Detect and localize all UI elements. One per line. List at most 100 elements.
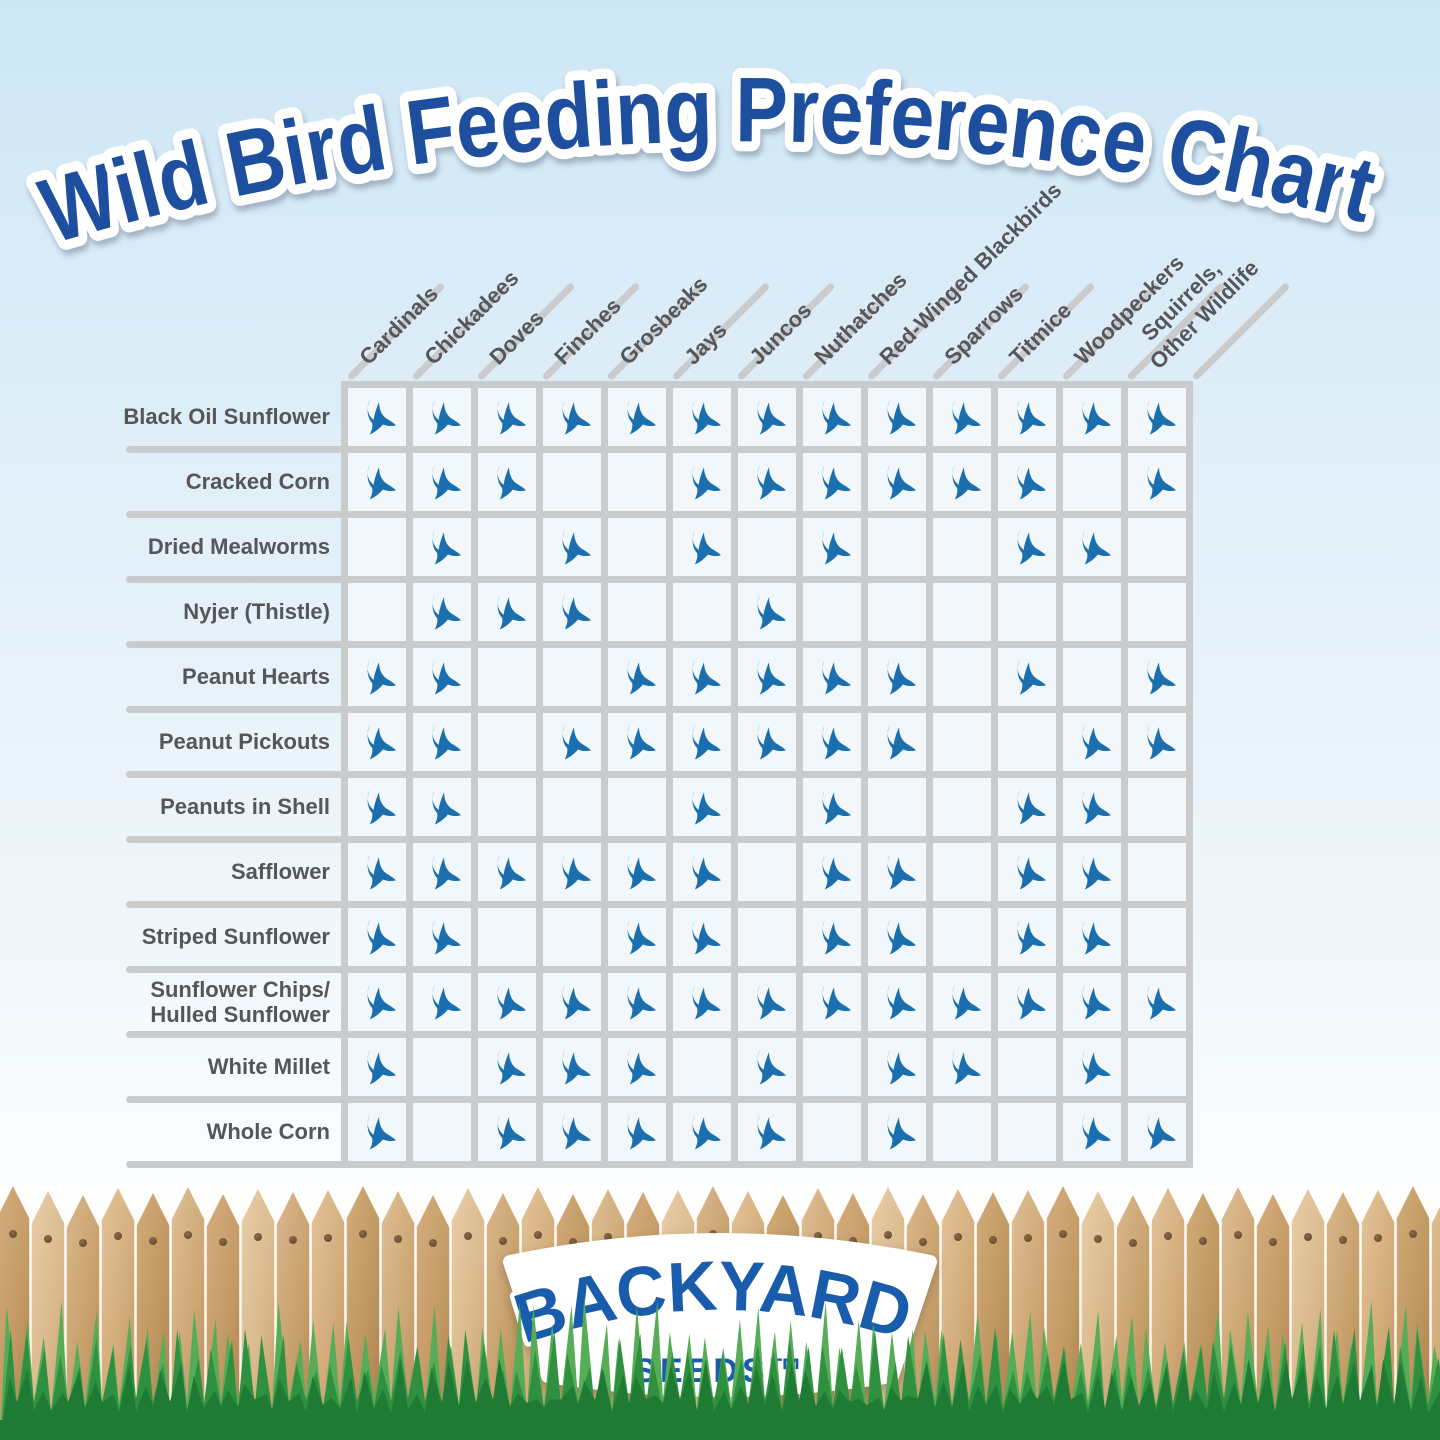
row-label: Safflower [0,839,330,904]
bird-icon [757,1114,786,1149]
header-divider [348,283,444,380]
grid-cell [543,973,601,1031]
grid-cell [543,453,601,511]
grid-cell [1128,518,1186,576]
row-label: Whole Corn [0,1099,330,1164]
grid-cell [608,843,666,901]
grid-cell [543,518,601,576]
bird-icon [822,854,851,889]
bird-icon [1017,984,1046,1019]
bird-icon [757,659,786,694]
grid-cell [673,713,731,771]
bird-icon [1082,1114,1111,1149]
fence-nail [44,1235,52,1243]
grid-cell [543,843,601,901]
column-header: Doves [484,305,548,369]
grid-cell [933,453,991,511]
row-divider [126,901,346,908]
bird-icon [822,789,851,824]
grid-cell [868,843,926,901]
bird-icon [1017,854,1046,889]
grid-cell [738,778,796,836]
grid-cell [738,388,796,446]
grass-base [0,1420,1440,1440]
grid-cell [1063,583,1121,641]
bird-icon [1082,724,1111,759]
bird-icon [432,659,461,694]
bird-icon [497,984,526,1019]
grid-cell [803,648,861,706]
grid-cell [1063,453,1121,511]
grid-cell [608,1103,666,1161]
grid-cell [673,778,731,836]
grid-cell [348,388,406,446]
bird-icon [1082,789,1111,824]
bird-icon [822,724,851,759]
bird-icon [887,464,916,499]
grid-cell [348,583,406,641]
fence-nail [289,1236,297,1244]
bird-icon [497,1114,526,1149]
grid-cell [673,973,731,1031]
bird-icon [692,659,721,694]
grid-cell [868,648,926,706]
grid-cell [803,1103,861,1161]
grid-cell [998,583,1056,641]
row-label: Dried Mealworms [0,514,330,579]
grid-cell [868,778,926,836]
bird-icon [692,789,721,824]
bird-icon [1082,1049,1111,1084]
row-divider [126,836,346,843]
grid-cell [933,843,991,901]
row-divider [126,706,346,713]
bird-icon [1082,984,1111,1019]
fence-nail [1269,1238,1277,1246]
grid-cell [1063,713,1121,771]
grid-cell [738,713,796,771]
bird-icon [432,919,461,954]
grid-cell [738,973,796,1031]
row-label-line: Dried Mealworms [147,534,330,559]
bird-icon [562,724,591,759]
bird-icon [822,464,851,499]
bird-icon [757,1049,786,1084]
grid-cell [413,1103,471,1161]
header-divider [673,283,769,380]
grid-cell [738,648,796,706]
bird-icon [1082,919,1111,954]
bird-icon [627,399,656,434]
grid-cell [673,583,731,641]
grid-cell [478,453,536,511]
bird-icon [562,854,591,889]
bird-icon [757,724,786,759]
row-label-line: Nyjer (Thistle) [183,599,330,624]
bird-icon [1017,659,1046,694]
grid-cell [348,778,406,836]
grid-cell [998,973,1056,1031]
fence-nail [1304,1233,1312,1241]
bird-icon [497,854,526,889]
grid-cell [673,388,731,446]
grid-cell [673,518,731,576]
grid-cell [413,583,471,641]
fence-picket [1431,1191,1440,1440]
grid-cell [543,713,601,771]
bird-icon [692,919,721,954]
bird-icon [627,659,656,694]
row-label-line: Whole Corn [206,1119,330,1144]
row-label: Striped Sunflower [0,904,330,969]
header-divider [803,283,899,380]
bird-icon [627,854,656,889]
bird-icon [562,1114,591,1149]
grid-cell [348,1103,406,1161]
grid-cell [1128,1103,1186,1161]
grid-cell [998,713,1056,771]
bird-icon [627,919,656,954]
row-divider [126,1031,346,1038]
bird-icon [692,854,721,889]
grid-cell [1063,843,1121,901]
bird-icon [1017,919,1046,954]
bird-icon [367,399,396,434]
grid-cell [998,453,1056,511]
grid-cell [608,518,666,576]
